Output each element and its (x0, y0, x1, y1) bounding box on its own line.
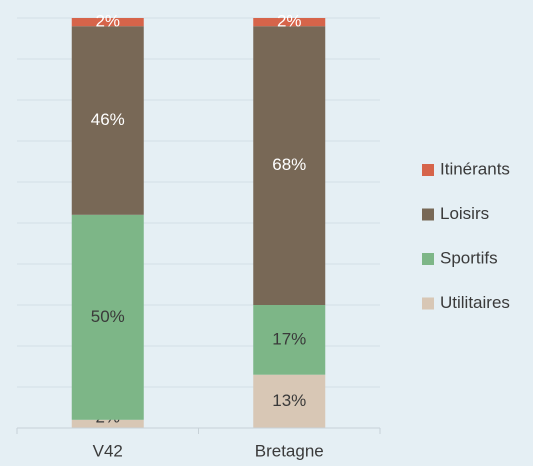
x-tick-label: Bretagne (255, 441, 324, 460)
bar-segment (71, 419, 144, 428)
data-label: 68% (272, 155, 306, 174)
legend-label: Loisirs (440, 204, 489, 223)
legend-label: Utilitaires (440, 293, 510, 312)
data-label: 2% (95, 12, 120, 31)
bar-segment (71, 214, 144, 420)
bar-segment (253, 18, 326, 27)
data-label: 13% (272, 391, 306, 410)
bar-segment (253, 305, 326, 375)
data-label: 50% (91, 307, 125, 326)
legend-swatch (422, 297, 434, 310)
legend-swatch (422, 253, 434, 265)
bar-segment (71, 18, 144, 27)
bar-segment (71, 26, 144, 215)
legend-swatch (422, 208, 434, 221)
data-label: 17% (272, 329, 306, 348)
x-tick-label: V42 (93, 441, 123, 460)
data-label: 46% (91, 110, 125, 129)
data-label: 2% (277, 12, 302, 31)
bar-segment (253, 26, 326, 305)
legend-swatch (422, 164, 434, 176)
legend-label: Itinérants (440, 159, 510, 178)
legend-label: Sportifs (440, 248, 498, 267)
bar-segment (253, 374, 326, 428)
